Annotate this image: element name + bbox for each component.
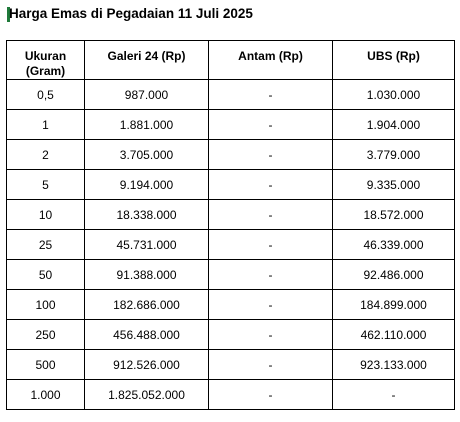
cell-ubs-price: 9.335.000 — [332, 169, 455, 200]
cell-ubs-price: 184.899.000 — [332, 289, 455, 320]
cell-ubs-price: 462.110.000 — [332, 319, 455, 350]
table-row: 250 456.488.000-462.110.000 — [6, 319, 455, 350]
cell-galeri24-price: 91.388.000 — [84, 259, 209, 290]
cell-antam-price: - — [208, 379, 333, 410]
cell-antam-price: - — [208, 289, 333, 320]
header-size-line2: (Gram) — [25, 64, 66, 78]
table-row: 10 18.338.000-18.572.000 — [6, 199, 455, 230]
cell-antam-price: - — [208, 199, 333, 230]
cell-ubs-price: 1.030.000 — [332, 79, 455, 110]
table-row: 1.000 1.825.052.000- - — [6, 379, 455, 410]
table-row: 1 1.881.000-1.904.000 — [6, 109, 455, 140]
cell-galeri24-price: 18.338.000 — [84, 199, 209, 230]
cell-galeri24-price: 45.731.000 — [84, 229, 209, 260]
cell-galeri24-price: 987.000 — [84, 79, 209, 110]
cell-antam-price: - — [208, 139, 333, 170]
cell-ubs-price: 18.572.000 — [332, 199, 455, 230]
cell-size: 1.000 — [6, 379, 85, 410]
table-header-row: Ukuran (Gram) Galeri 24 (Rp) Antam (Rp) … — [6, 40, 455, 80]
cell-ubs-price: 3.779.000 — [332, 139, 455, 170]
cell-galeri24-price: 912.526.000 — [84, 349, 209, 380]
cell-ubs-price: 92.486.000 — [332, 259, 455, 290]
cell-ubs-price: 46.339.000 — [332, 229, 455, 260]
table-body: 0,5 987.000-1.030.000 1 1.881.000-1.904.000… — [6, 79, 455, 410]
gold-price-table: Ukuran (Gram) Galeri 24 (Rp) Antam (Rp) … — [6, 40, 455, 410]
header-ubs: UBS (Rp) — [332, 40, 455, 80]
cell-size: 100 — [6, 289, 85, 320]
table-row: 5 9.194.000-9.335.000 — [6, 169, 455, 200]
cell-antam-price: - — [208, 109, 333, 140]
table-row: 0,5 987.000-1.030.000 — [6, 79, 455, 110]
cell-size: 25 — [6, 229, 85, 260]
cell-galeri24-price: 1.825.052.000 — [84, 379, 209, 410]
table-row: 50 91.388.000-92.486.000 — [6, 259, 455, 290]
header-galeri24: Galeri 24 (Rp) — [84, 40, 209, 80]
cell-size: 500 — [6, 349, 85, 380]
table-row: 25 45.731.000-46.339.000 — [6, 229, 455, 260]
cell-antam-price: - — [208, 229, 333, 260]
cell-galeri24-price: 3.705.000 — [84, 139, 209, 170]
cell-ubs-price: - — [332, 379, 455, 410]
cell-size: 5 — [6, 169, 85, 200]
cell-size: 250 — [6, 319, 85, 350]
table-row: 500 912.526.000-923.133.000 — [6, 349, 455, 380]
cell-galeri24-price: 182.686.000 — [84, 289, 209, 320]
cell-size: 10 — [6, 199, 85, 230]
cell-size: 2 — [6, 139, 85, 170]
document-title: Harga Emas di Pegadaian 11 Juli 2025 — [9, 6, 253, 21]
cell-galeri24-price: 9.194.000 — [84, 169, 209, 200]
header-size-line1: Ukuran — [24, 49, 67, 63]
cell-size: 50 — [6, 259, 85, 290]
cell-galeri24-price: 1.881.000 — [84, 109, 209, 140]
table-row: 100 182.686.000-184.899.000 — [6, 289, 455, 320]
cell-antam-price: - — [208, 319, 333, 350]
cell-ubs-price: 923.133.000 — [332, 349, 455, 380]
cell-galeri24-price: 456.488.000 — [84, 319, 209, 350]
header-antam: Antam (Rp) — [208, 40, 333, 80]
cell-antam-price: - — [208, 259, 333, 290]
table-row: 2 3.705.000-3.779.000 — [6, 139, 455, 170]
cell-size: 0,5 — [6, 79, 85, 110]
header-size: Ukuran (Gram) — [6, 40, 85, 80]
cell-ubs-price: 1.904.000 — [332, 109, 455, 140]
cell-antam-price: - — [208, 169, 333, 200]
cell-size: 1 — [6, 109, 85, 140]
cell-antam-price: - — [208, 79, 333, 110]
cell-antam-price: - — [208, 349, 333, 380]
text-cursor-marker — [7, 7, 10, 22]
